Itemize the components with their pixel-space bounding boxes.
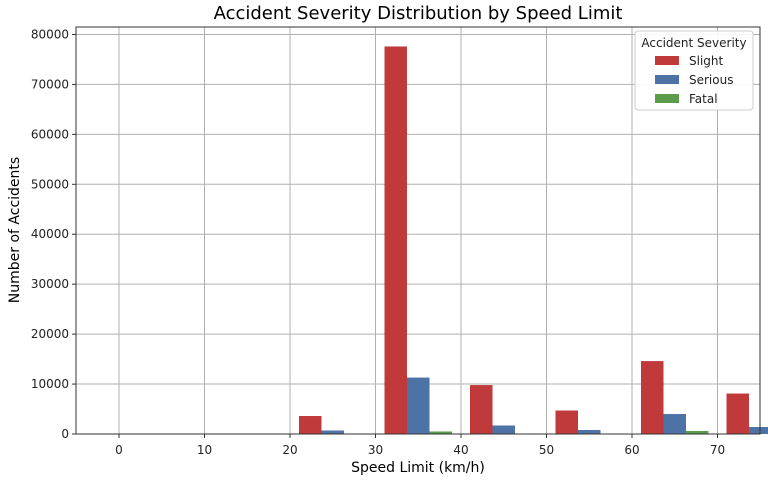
bars xyxy=(299,46,768,434)
y-tick-label: 60000 xyxy=(31,127,69,141)
x-tick-label: 50 xyxy=(539,443,554,457)
plot-frame xyxy=(75,26,761,435)
y-tick-label: 30000 xyxy=(31,277,69,291)
x-ticks: 0 10 20 30 40 50 60 70 xyxy=(115,434,725,457)
chart-title: Accident Severity Distribution by Speed … xyxy=(214,3,623,24)
bar-serious-20 xyxy=(321,430,344,434)
legend-label-serious: Serious xyxy=(689,73,733,87)
x-tick-label: 0 xyxy=(115,443,123,457)
x-axis-label: Speed Limit (km/h) xyxy=(351,460,485,476)
legend-swatch-serious xyxy=(655,75,679,84)
x-tick-label: 70 xyxy=(710,443,725,457)
grid xyxy=(76,27,760,435)
bar-serious-60 xyxy=(663,414,686,434)
bar-serious-50 xyxy=(578,430,601,434)
legend-swatch-slight xyxy=(655,56,679,65)
y-axis-label: Number of Accidents xyxy=(7,157,23,303)
bar-fatal-30 xyxy=(429,431,452,434)
bar-serious-40 xyxy=(492,425,515,434)
bar-slight-70 xyxy=(726,393,749,434)
legend-title: Accident Severity xyxy=(641,36,746,50)
y-tick-label: 40000 xyxy=(31,227,69,241)
bar-slight-50 xyxy=(555,410,578,434)
legend-label-slight: Slight xyxy=(689,54,724,68)
y-tick-label: 80000 xyxy=(31,27,69,41)
x-tick-label: 40 xyxy=(453,443,468,457)
bar-fatal-60 xyxy=(686,431,709,434)
bar-slight-40 xyxy=(470,385,493,434)
y-tick-label: 20000 xyxy=(31,327,69,341)
bar-slight-60 xyxy=(641,361,664,434)
y-tick-label: 50000 xyxy=(31,177,69,191)
y-tick-label: 70000 xyxy=(31,77,69,91)
y-ticks: 0 10000 20000 30000 40000 50000 60000 70000 8000… xyxy=(31,27,76,441)
y-tick-label: 10000 xyxy=(31,377,69,391)
x-tick-label: 30 xyxy=(368,443,383,457)
bar-slight-20 xyxy=(299,416,322,434)
legend-box xyxy=(634,30,754,111)
bar-serious-30 xyxy=(407,377,430,434)
x-tick-label: 10 xyxy=(197,443,212,457)
legend-swatch-fatal xyxy=(655,94,679,103)
y-tick-label: 0 xyxy=(61,427,69,441)
x-tick-label: 60 xyxy=(624,443,639,457)
legend-label-fatal: Fatal xyxy=(689,92,718,106)
bar-serious-70 xyxy=(749,427,768,434)
bar-slight-30 xyxy=(384,46,407,434)
legend: Accident Severity Slight Serious Fatal xyxy=(634,30,754,111)
x-tick-label: 20 xyxy=(282,443,297,457)
